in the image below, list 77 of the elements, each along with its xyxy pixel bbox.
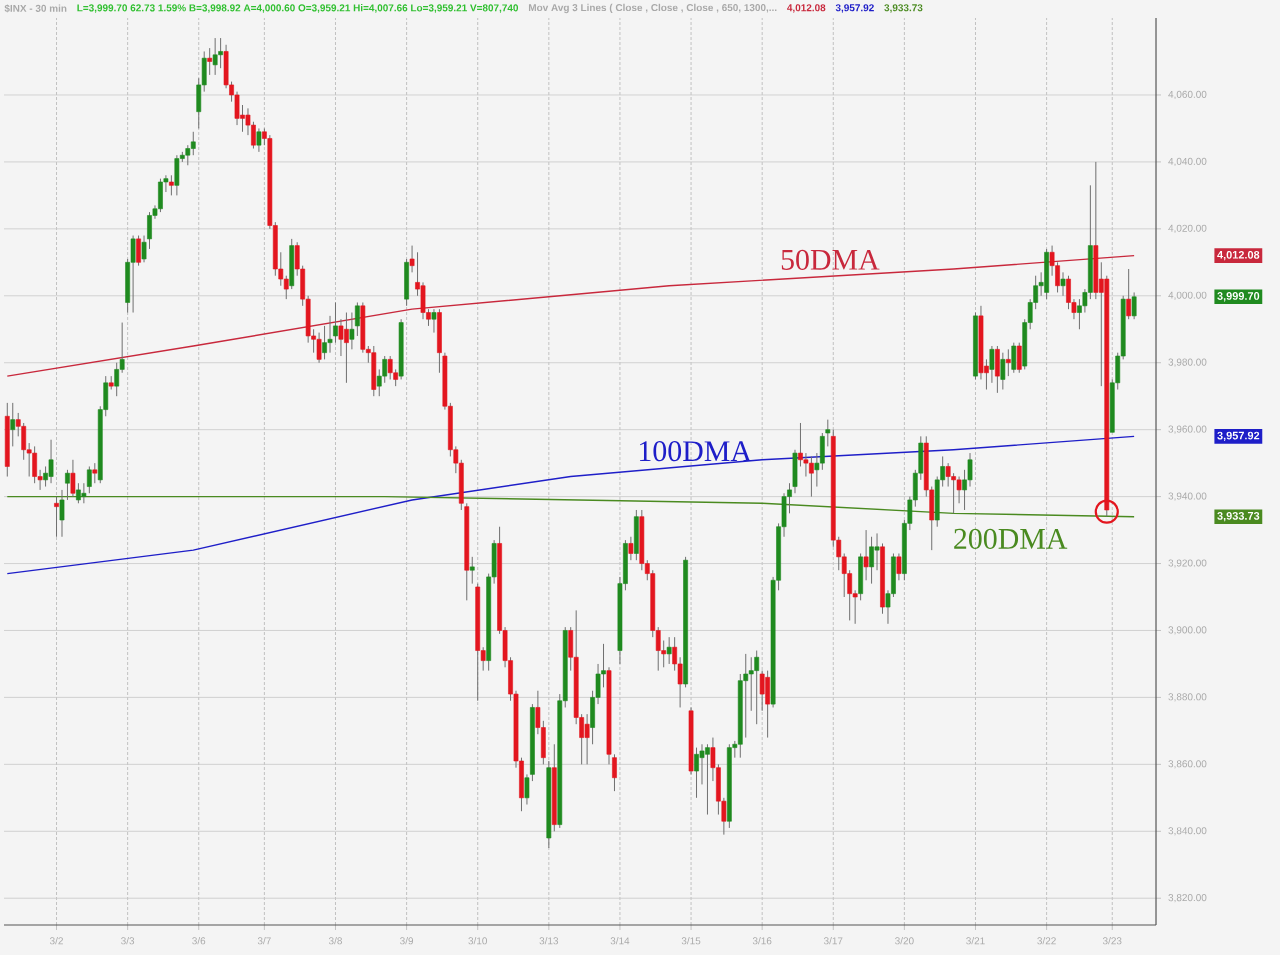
x-tick-label: 3/9 (400, 937, 414, 945)
candlestick (169, 174, 174, 196)
series-label: 50DMA (781, 249, 880, 270)
x-tick-label: 3/20 (895, 937, 914, 945)
series-label: 200DMA (954, 528, 1068, 549)
y-tick-label: 3,960.00 (1168, 425, 1207, 434)
candlestick (136, 235, 141, 267)
x-tick-label: 3/23 (1102, 937, 1122, 945)
y-tick-label: 3,820.00 (1168, 894, 1207, 903)
candlestick (59, 489, 65, 538)
x-tick-label: 3/2 (49, 937, 63, 945)
x-tick-label: 3/7 (257, 937, 271, 945)
candlestick (409, 245, 415, 273)
text: 3,957.92 (1217, 431, 1260, 442)
y-tick-label: 4,060.00 (1168, 90, 1207, 100)
text: 3,933.73 (884, 4, 923, 13)
candlestick (65, 469, 70, 501)
line-series (6, 495, 1135, 518)
text: Mov Avg 3 Lines ( Close , Close , Close , 650, 1300,... (528, 3, 777, 14)
candlestick (256, 127, 262, 153)
candlestick (825, 419, 831, 447)
candlestick (431, 308, 437, 334)
series-label: 100DMA (639, 441, 752, 462)
x-tick-label: 3/10 (468, 937, 488, 945)
candlestick (1060, 271, 1066, 297)
candlestick (10, 402, 16, 447)
candlestick (349, 312, 355, 350)
candlestick (1131, 291, 1137, 320)
candlestick (70, 459, 76, 498)
candlestick (207, 47, 213, 76)
candlestick (1016, 342, 1022, 374)
line-series (6, 435, 1135, 575)
x-tick-label: 3/6 (192, 937, 206, 945)
candlestick (92, 462, 98, 484)
candlestick (1005, 348, 1011, 377)
text: 3,933.73 (1217, 512, 1260, 522)
y-tick-label: 3,980.00 (1168, 358, 1207, 367)
candlestick (354, 301, 360, 337)
y-tick-label: 3,860.00 (1168, 760, 1207, 769)
candlestick (333, 301, 338, 344)
candlestick (989, 345, 995, 384)
text: 3,999.70 (1217, 292, 1260, 302)
candlestick (1000, 352, 1006, 390)
y-tick-label: 3,900.00 (1168, 626, 1207, 635)
x-tick-label: 3/8 (328, 937, 342, 945)
candlestick (86, 465, 92, 494)
y-tick-label: 3,840.00 (1168, 827, 1207, 836)
y-tick-label: 4,020.00 (1168, 224, 1207, 233)
y-tick-label: 4,000.00 (1168, 291, 1207, 300)
candlestick (863, 529, 869, 581)
candlestick (666, 636, 672, 665)
candlestick (54, 496, 59, 538)
candlestick (469, 556, 475, 585)
chart-title: $INX - 30 min (4, 4, 67, 13)
y-tick-label: 3,940.00 (1168, 492, 1207, 501)
candlestick (524, 773, 530, 806)
candlestick (896, 552, 902, 581)
y-tick-label: 4,040.00 (1168, 157, 1207, 167)
x-tick-label: 3/21 (966, 937, 985, 945)
x-tick-label: 3/14 (610, 937, 630, 945)
candlestick (612, 753, 617, 792)
x-tick-label: 3/13 (539, 937, 559, 945)
candlestick (1011, 342, 1017, 374)
chart-subtitle: L=3,999.70 62.73 1.59% B=3,998.92 A=4,000.60 O=3,959.21 Hi=4,007.66 Lo=3,959.21 V=807,740 (77, 4, 519, 13)
y-tick-label: 3,920.00 (1168, 559, 1207, 568)
x-tick-label: 3/16 (752, 937, 772, 945)
x-tick-label: 3/22 (1037, 937, 1056, 945)
x-tick-label: 3/3 (121, 937, 135, 945)
candlestick (141, 235, 147, 263)
x-tick-label: 3/15 (681, 937, 701, 945)
text: 3,957.92 (835, 4, 874, 13)
candlestick (1126, 268, 1132, 320)
text: 4,012.08 (1217, 250, 1260, 261)
y-tick-label: 3,880.00 (1168, 693, 1207, 702)
x-tick-label: 3/17 (823, 937, 843, 945)
text: 4,012.08 (787, 4, 826, 13)
candlestick (628, 536, 634, 561)
